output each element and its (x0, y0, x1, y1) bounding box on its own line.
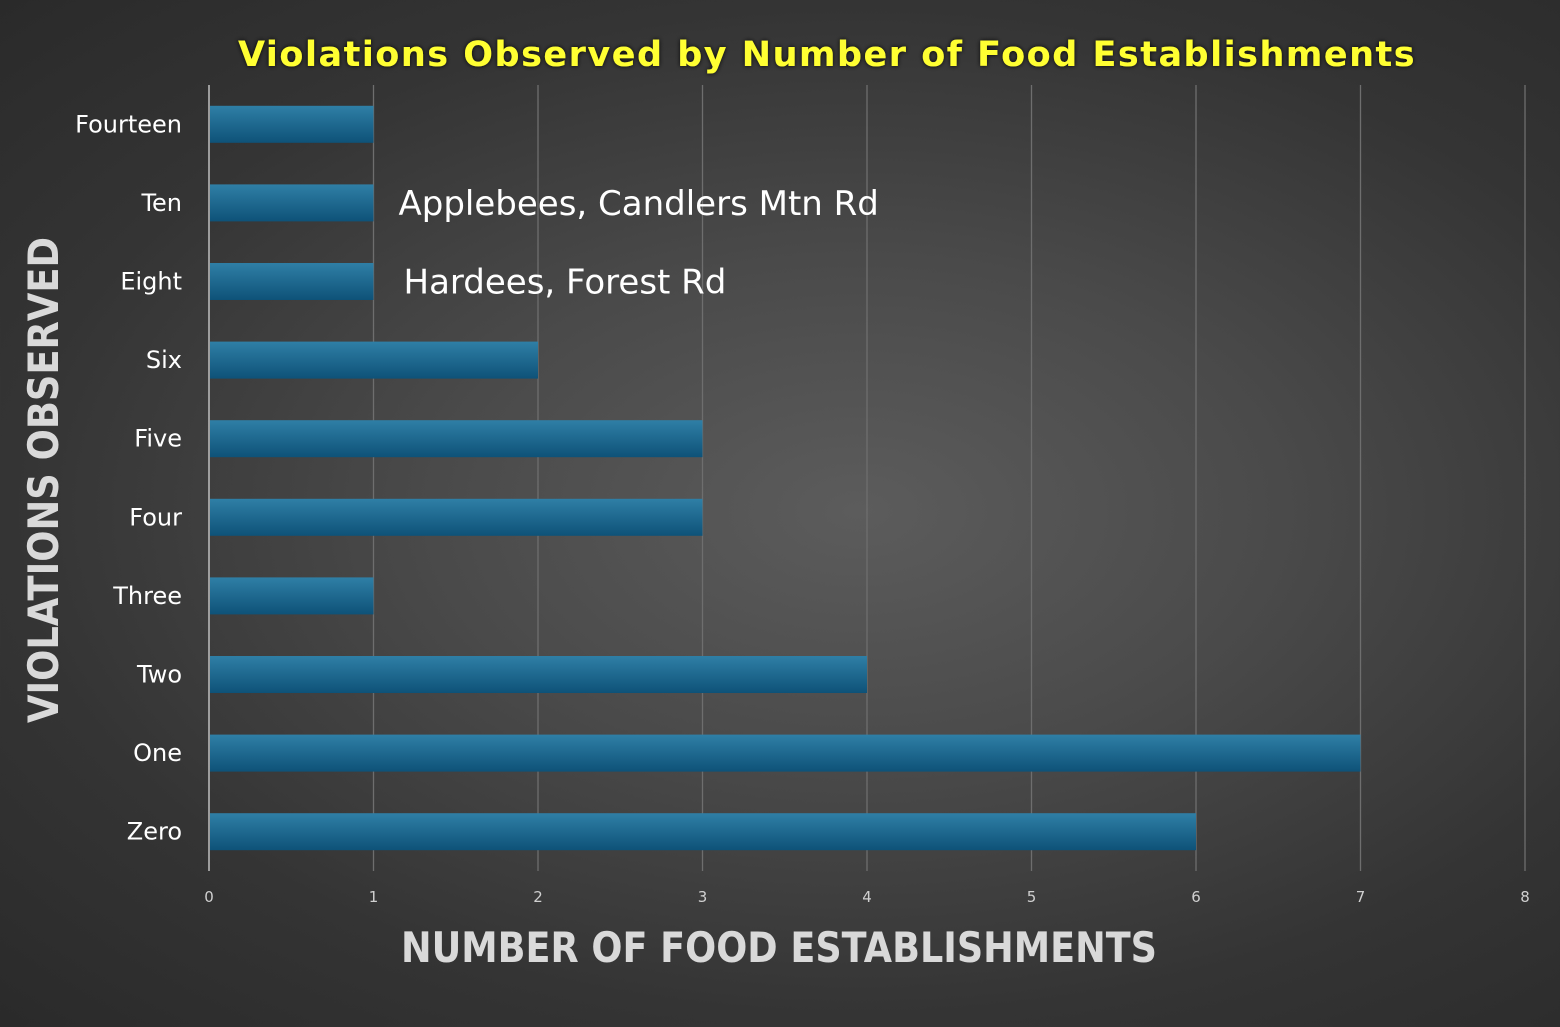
x-tick-label: 0 (204, 888, 214, 906)
bar (210, 498, 703, 536)
category-label: Ten (140, 189, 182, 217)
x-tick-label: 3 (698, 888, 708, 906)
category-label: Five (134, 425, 182, 453)
bar (210, 734, 1361, 772)
bar (210, 577, 374, 615)
bar (210, 656, 867, 693)
bar (210, 341, 538, 379)
bar (210, 184, 374, 222)
category-label: Three (112, 582, 182, 610)
x-tick-label: 1 (369, 888, 379, 906)
category-label: Four (129, 503, 182, 531)
annotation-label: Hardees, Forest Rd (404, 263, 727, 303)
x-tick-label: 8 (1520, 888, 1530, 906)
category-label: One (133, 739, 182, 767)
x-tick-label: 2 (533, 888, 543, 906)
x-axis-title: NUMBER OF FOOD ESTABLISHMENTS (401, 923, 1157, 972)
category-label: Zero (127, 818, 182, 846)
bar (210, 813, 1196, 851)
annotations: Applebees, Candlers Mtn Rd Hardees, Fores… (399, 184, 879, 303)
category-label: Fourteen (75, 110, 182, 138)
category-labels: Zero One Two Three Four Five Six Eight Ten Fourte… (75, 110, 182, 845)
category-label: Six (146, 346, 182, 374)
x-tick-label: 4 (862, 888, 872, 906)
bar (210, 105, 374, 143)
annotation-label: Applebees, Candlers Mtn Rd (399, 184, 879, 224)
bar (210, 263, 374, 300)
bars (210, 105, 1361, 851)
bar (210, 420, 703, 458)
x-tick-labels: 0 1 2 3 4 5 6 7 8 (204, 888, 1530, 906)
y-axis-title: VIOLATIONS OBSERVED (19, 237, 68, 723)
category-label: Two (136, 661, 182, 689)
x-tick-label: 7 (1356, 888, 1366, 906)
chart-title: Violations Observed by Number of Food Es… (238, 35, 1416, 75)
x-tick-label: 5 (1027, 888, 1037, 906)
category-label: Eight (120, 268, 182, 296)
x-tick-label: 6 (1191, 888, 1201, 906)
gridlines (208, 85, 1526, 871)
